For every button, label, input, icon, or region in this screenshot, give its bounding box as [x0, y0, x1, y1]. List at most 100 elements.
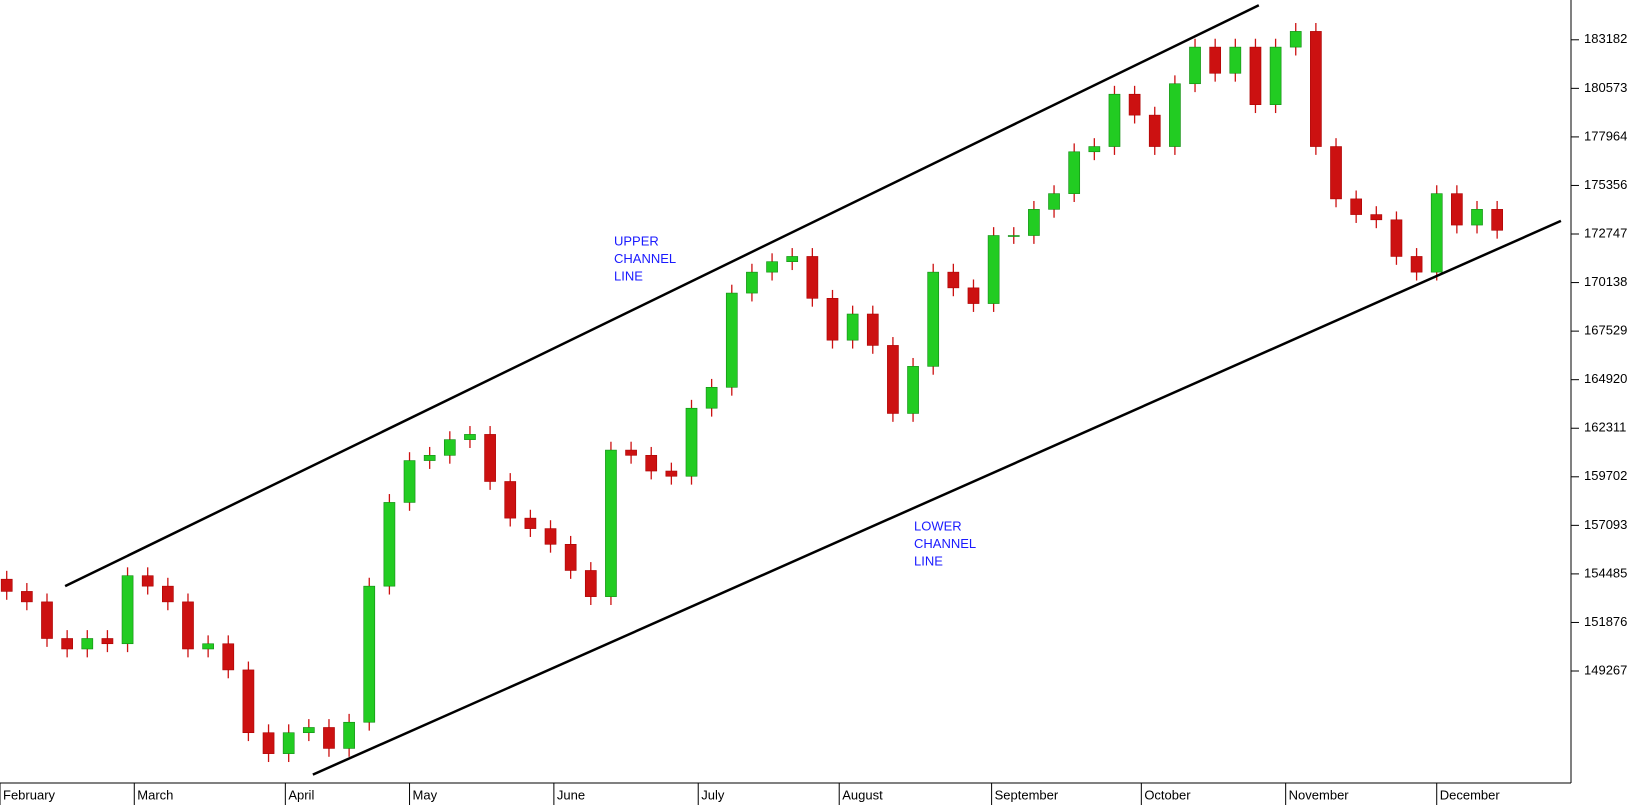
candle-body — [987, 235, 1000, 304]
candle-body — [846, 313, 859, 341]
candle-body — [786, 256, 799, 262]
y-tick-label: 164920 — [1584, 371, 1627, 386]
x-tick-label: July — [701, 787, 725, 802]
x-tick-label: October — [1144, 787, 1191, 802]
candle-body — [1430, 193, 1443, 273]
candle-body — [1410, 256, 1423, 273]
candle-body — [887, 345, 899, 414]
candle-body — [544, 528, 557, 545]
candle-body — [1007, 235, 1020, 237]
candle-body — [1269, 46, 1282, 105]
candle-body — [1108, 93, 1121, 147]
candle-body — [705, 386, 718, 409]
candle-body — [826, 298, 839, 341]
candle-body — [625, 449, 637, 456]
candle-body — [141, 575, 154, 587]
candle-body — [1088, 146, 1101, 153]
candle-body — [242, 669, 255, 734]
candle-body — [584, 570, 597, 597]
candle-body — [383, 502, 396, 587]
candle-body — [0, 578, 13, 592]
annotation: LINE — [914, 553, 943, 568]
candle-body — [302, 727, 315, 734]
candle-body — [967, 287, 980, 304]
y-tick-label: 151876 — [1584, 614, 1627, 629]
y-tick-label: 157093 — [1584, 517, 1627, 532]
annotation: LOWER — [914, 518, 962, 533]
y-tick-label: 180573 — [1584, 80, 1627, 95]
x-tick-label: November — [1289, 787, 1350, 802]
candle-body — [1350, 198, 1363, 215]
x-tick-label: March — [137, 787, 173, 802]
annotation: CHANNEL — [914, 536, 976, 551]
candle-body — [202, 643, 214, 650]
candle-body — [1370, 214, 1383, 221]
candle-body — [907, 366, 919, 414]
candle-body — [1128, 93, 1141, 116]
y-tick-label: 159702 — [1584, 468, 1627, 483]
candle-body — [484, 434, 496, 482]
candle-body — [1330, 146, 1342, 200]
candle-body — [725, 292, 738, 388]
candle-body — [1028, 209, 1040, 236]
y-tick-label: 177964 — [1584, 128, 1627, 143]
candle-body — [927, 271, 940, 367]
x-tick-label: May — [413, 787, 438, 802]
x-tick-label: August — [842, 787, 883, 802]
candle-body — [1169, 83, 1181, 147]
candle-body — [443, 439, 456, 456]
y-tick-label: 167529 — [1584, 323, 1627, 338]
candle-body — [182, 601, 194, 650]
candle-body — [1390, 219, 1403, 257]
x-tick-label: June — [557, 787, 585, 802]
annotation: CHANNEL — [614, 251, 676, 266]
candle-body — [121, 575, 134, 645]
candle-body — [866, 313, 879, 346]
candle-body — [806, 256, 819, 299]
candle-body — [1289, 31, 1302, 48]
candle-body — [61, 638, 73, 650]
candle-body — [645, 455, 658, 472]
x-tick-label: September — [995, 787, 1059, 802]
candle-body — [21, 591, 33, 603]
candle-body — [1148, 114, 1161, 147]
candle-body — [1068, 151, 1081, 194]
candle-body — [282, 732, 295, 754]
candle-body — [746, 271, 758, 294]
y-tick-label: 172747 — [1584, 225, 1627, 240]
candle-body — [162, 585, 174, 603]
annotation: UPPER — [614, 233, 659, 248]
channel-line — [64, 4, 1260, 588]
candle-body — [947, 271, 960, 289]
candle-body — [1249, 46, 1262, 105]
candle-body — [81, 638, 94, 650]
candle-body — [564, 544, 577, 571]
candle-body — [1048, 193, 1060, 210]
candle-body — [343, 721, 355, 749]
candle-body — [1209, 46, 1222, 74]
x-tick-label: December — [1440, 787, 1501, 802]
candle-body — [262, 732, 275, 754]
y-tick-label: 162311 — [1584, 420, 1626, 435]
candle-body — [685, 407, 698, 477]
candle-body — [504, 481, 517, 519]
candle-body — [605, 449, 617, 597]
candle-body — [1310, 31, 1322, 147]
candle-body — [101, 638, 114, 645]
candle-body — [41, 601, 53, 639]
annotation: LINE — [614, 268, 643, 283]
y-tick-label: 170138 — [1584, 274, 1627, 289]
channel-line — [312, 219, 1562, 776]
candle-body — [524, 517, 537, 529]
candle-body — [464, 434, 476, 440]
x-tick-label: April — [288, 787, 314, 802]
candle-body — [423, 455, 436, 461]
candle-body — [665, 470, 678, 477]
candle-body — [766, 261, 778, 273]
candle-body — [363, 585, 376, 723]
candle-body — [1491, 209, 1503, 231]
candle-body — [1189, 46, 1201, 85]
candle-body — [222, 643, 235, 671]
y-tick-label: 175356 — [1584, 177, 1627, 192]
